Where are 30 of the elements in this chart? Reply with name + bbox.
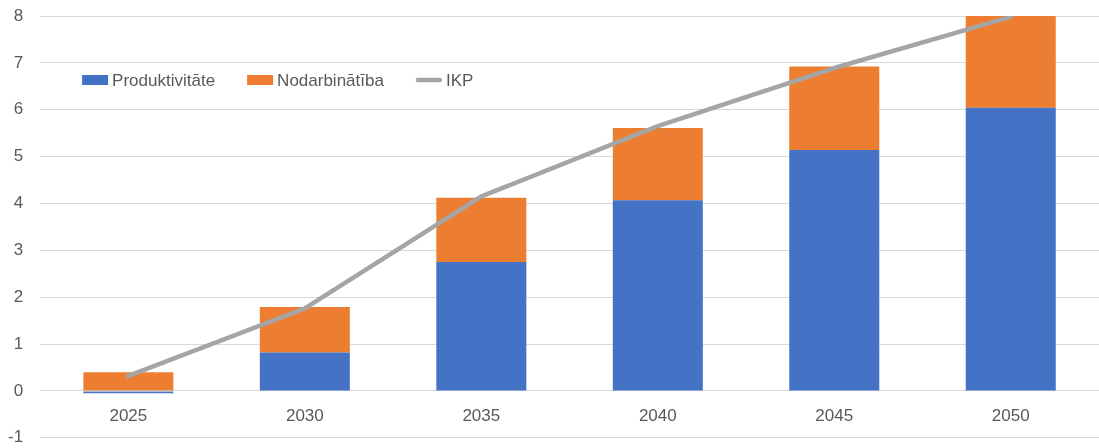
y-tick-label: 4: [13, 193, 24, 213]
bar: [612, 200, 703, 391]
bar: [965, 107, 1056, 391]
y-tick-label: 3: [13, 240, 24, 260]
bar: [789, 66, 880, 151]
legend-label: Nodarbinātība: [277, 70, 385, 90]
x-tick-label: 2025: [109, 405, 148, 425]
y-tick-label: -1: [7, 427, 24, 447]
bar: [259, 352, 350, 391]
x-tick-label: 2050: [991, 405, 1030, 425]
legend-label: IKP: [445, 70, 474, 90]
y-tick-label: 1: [13, 333, 24, 353]
bar: [259, 307, 350, 353]
x-tick-label: 2045: [815, 405, 854, 425]
y-tick-label: 6: [13, 99, 24, 119]
x-tick-label: 2040: [638, 405, 677, 425]
x-tick-label: 2035: [462, 405, 501, 425]
bar: [789, 150, 880, 391]
y-tick-label: 0: [13, 380, 24, 400]
bar: [965, 16, 1056, 108]
y-tick-label: 2: [13, 286, 24, 306]
y-tick-label: 8: [13, 5, 24, 25]
y-tick-label: 5: [13, 146, 24, 166]
bar: [436, 197, 527, 263]
bar: [83, 372, 174, 391]
bar: [436, 262, 527, 391]
y-tick-label: 7: [13, 52, 24, 72]
bar: [612, 128, 703, 201]
legend-label: Produktivitāte: [112, 70, 216, 90]
x-tick-label: 2030: [285, 405, 324, 425]
